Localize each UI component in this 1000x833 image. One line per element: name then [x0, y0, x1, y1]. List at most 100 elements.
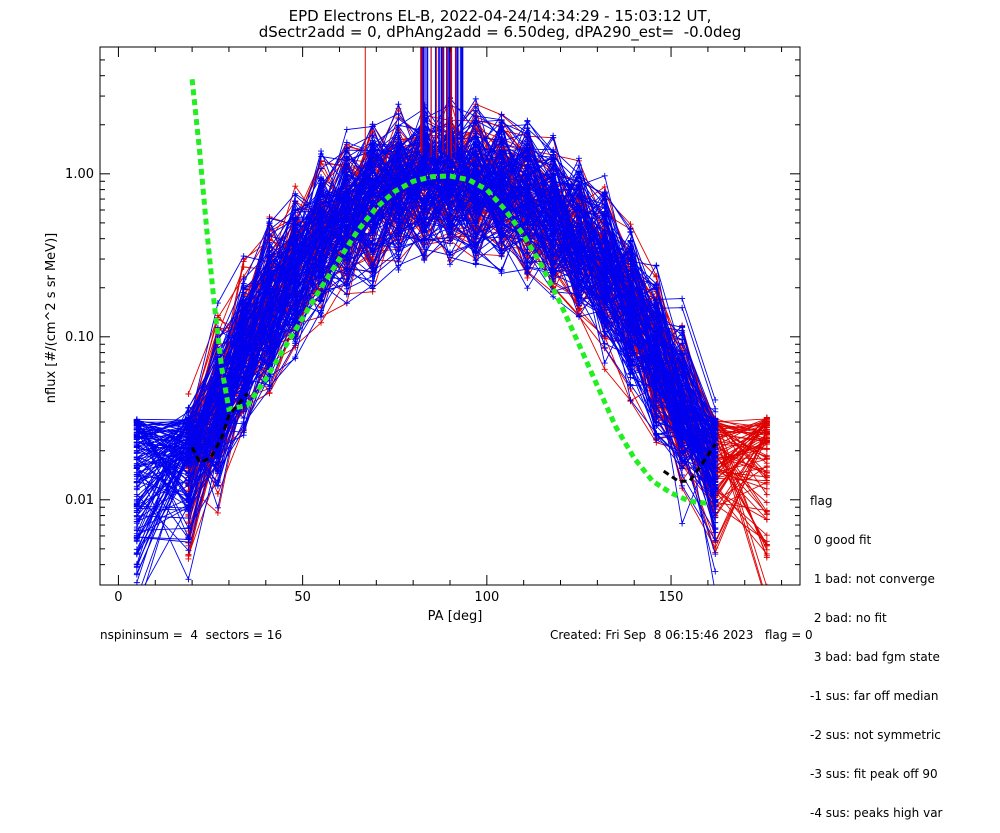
blue-marker-121-11	[447, 240, 453, 247]
blue-marker-3-2	[214, 504, 221, 511]
blue-marker-23-9	[395, 110, 402, 117]
red-marker-70-21	[763, 453, 770, 460]
red-marker-85-21	[763, 550, 770, 557]
blue-marker-112-3	[240, 297, 247, 304]
blue-marker-122-0	[133, 563, 140, 570]
blue-marker-121-0	[133, 501, 140, 508]
blue-marker-117-16	[575, 183, 582, 190]
blue-marker-126-19	[653, 321, 660, 328]
blue-marker-123-11	[447, 230, 453, 237]
blue-marker-125-17	[601, 189, 608, 196]
blue-marker-125-14	[524, 158, 531, 165]
blue-marker-115-14	[524, 171, 531, 178]
blue-marker-95-12	[472, 144, 479, 151]
blue-marker-78-17	[601, 360, 608, 367]
red-marker-56-21	[763, 516, 770, 523]
blue-marker-70-7	[343, 300, 350, 307]
blue-marker-116-11	[447, 165, 453, 172]
blue-marker-115-21	[712, 551, 719, 558]
blue-marker-104-18	[627, 225, 634, 232]
blue-marker-71-20	[679, 520, 686, 527]
blue-marker-117-7	[343, 205, 350, 212]
blue-marker-112-6	[318, 241, 325, 248]
blue-marker-71-7	[343, 281, 350, 288]
blue-marker-119-14	[524, 270, 531, 277]
blue-marker-125-7	[343, 162, 350, 169]
blue-marker-127-1	[185, 502, 192, 509]
blue-marker-126-6	[318, 254, 325, 261]
blue-marker-125-4	[266, 306, 273, 313]
red-marker-57-1	[214, 509, 221, 516]
blue-marker-107-17	[601, 213, 608, 220]
blue-marker-116-5	[292, 340, 299, 347]
blue-marker-126-13	[498, 220, 505, 227]
blue-marker-115-17	[601, 205, 608, 212]
blue-marker-119-8	[369, 268, 376, 275]
blue-marker-40-16	[575, 313, 582, 320]
data-lines-layer	[133, 47, 770, 616]
blue-marker-120-21	[712, 396, 719, 403]
blue-marker-120-20	[679, 295, 686, 302]
blue-trace-123	[136, 170, 716, 539]
blue-marker-125-6	[318, 217, 325, 224]
red-marker-76-4	[292, 183, 299, 190]
red-marker-47-21	[763, 445, 770, 452]
red-marker-77-21	[764, 600, 770, 606]
red-marker-31-0	[185, 390, 192, 397]
red-marker-69-1	[214, 490, 221, 497]
blue-marker-122-4	[266, 268, 273, 275]
blue-marker-115-9	[395, 129, 402, 136]
red-marker-62-1	[214, 312, 221, 319]
blue-trace-105	[136, 163, 716, 513]
blue-marker-95-4	[266, 239, 273, 246]
blue-marker-22-14	[524, 285, 531, 292]
blue-marker-107-12	[472, 151, 479, 158]
blue-trace-73	[136, 175, 716, 476]
blue-marker-106-19	[653, 262, 660, 269]
blue-marker-49-21	[712, 568, 719, 575]
blue-marker-107-3	[240, 253, 247, 260]
blue-marker-124-15	[550, 200, 557, 207]
blue-marker-9-20	[679, 304, 686, 311]
blue-marker-110-3	[240, 374, 247, 381]
blue-marker-121-9	[395, 162, 402, 169]
blue-marker-123-0	[133, 535, 140, 542]
blue-marker-111-8	[369, 250, 376, 257]
blue-marker-123-17	[601, 322, 608, 329]
blue-marker-79-21	[712, 408, 719, 415]
blue-marker-114-7	[343, 291, 350, 298]
blue-marker-122-5	[292, 215, 299, 222]
blue-marker-110-0	[133, 456, 140, 463]
blue-marker-111-15	[550, 232, 557, 239]
blue-marker-116-13	[498, 250, 505, 257]
blue-marker-88-16	[575, 169, 582, 176]
blue-marker-98-12	[472, 114, 479, 121]
blue-marker-104-12	[472, 95, 479, 102]
blue-marker-83-16	[575, 300, 582, 307]
blue-marker-114-13	[498, 270, 505, 277]
blue-marker-120-16	[575, 155, 582, 162]
red-marker-52-21	[763, 532, 770, 539]
blue-marker-101-6	[318, 153, 325, 160]
chart-title-line-1: EPD Electrons EL-B, 2022-04-24/14:34:29 …	[288, 7, 712, 25]
red-marker-73-21	[763, 477, 770, 484]
blue-marker-9-17	[601, 172, 608, 179]
blue-marker-78-20	[679, 465, 686, 472]
blue-marker-122-7	[343, 139, 350, 146]
blue-marker-126-15	[550, 248, 557, 255]
blue-marker-112-17	[601, 304, 608, 311]
blue-marker-96-0	[134, 610, 140, 616]
blue-marker-25-15	[550, 293, 557, 300]
blue-marker-120-19	[653, 296, 660, 303]
blue-marker-116-1	[185, 534, 192, 541]
blue-marker-121-20	[679, 383, 686, 390]
red-marker-63-5	[318, 319, 325, 326]
blue-marker-91-6	[318, 165, 325, 172]
blue-marker-105-19	[653, 397, 660, 404]
blue-marker-98-2	[214, 353, 221, 360]
blue-marker-74-7	[343, 182, 350, 189]
blue-marker-93-21	[712, 590, 718, 596]
blue-marker-117-20	[679, 329, 686, 336]
blue-marker-54-6	[318, 148, 325, 155]
